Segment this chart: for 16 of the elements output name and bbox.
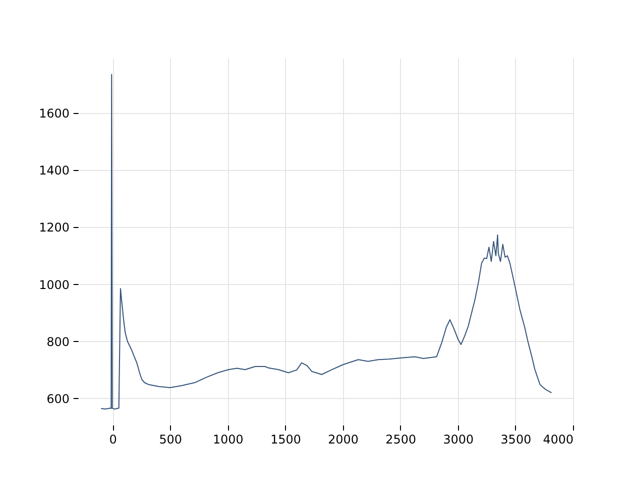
x-tick-label: 2000 [328,432,359,446]
y-tick-label: 1000 [38,278,70,292]
y-tick-label: 1200 [38,220,70,235]
x-tick-label: 2500 [386,432,416,446]
line-series [100,74,552,410]
x-tick-label: 500 [159,432,182,446]
x-tick-label: 1500 [270,432,301,446]
y-tick-label: 1600 [38,106,70,121]
y-tick-label: 600 [46,392,70,406]
x-tick-label: 3000 [443,432,474,446]
y-tick-label: 1400 [38,164,70,178]
x-tick-label: 4000 [542,432,574,446]
y-tick-label: 800 [46,334,70,349]
x-tick-label: 1000 [212,432,244,446]
x-tick-label: 3500 [500,432,532,446]
x-tick-label: 0 [109,432,117,446]
